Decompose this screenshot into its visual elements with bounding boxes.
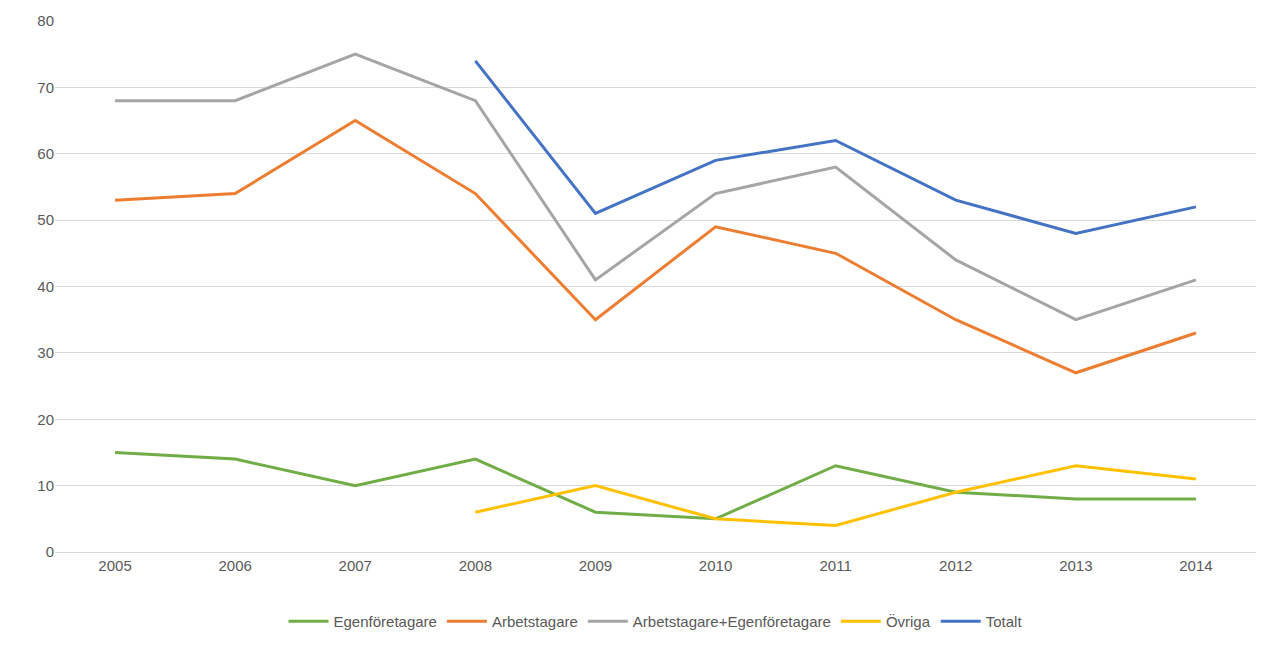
svg-text:2012: 2012 xyxy=(939,557,972,574)
svg-text:2009: 2009 xyxy=(579,557,612,574)
svg-text:2005: 2005 xyxy=(98,557,131,574)
svg-text:Övriga: Övriga xyxy=(886,613,931,630)
svg-text:2007: 2007 xyxy=(339,557,372,574)
svg-text:2014: 2014 xyxy=(1179,557,1212,574)
svg-text:2006: 2006 xyxy=(218,557,251,574)
svg-text:2013: 2013 xyxy=(1059,557,1092,574)
svg-text:Totalt: Totalt xyxy=(986,613,1023,630)
svg-text:10: 10 xyxy=(37,477,54,494)
svg-text:50: 50 xyxy=(37,211,54,228)
svg-text:60: 60 xyxy=(37,145,54,162)
svg-text:20: 20 xyxy=(37,411,54,428)
svg-text:30: 30 xyxy=(37,344,54,361)
svg-text:70: 70 xyxy=(37,79,54,96)
svg-text:80: 80 xyxy=(37,12,54,29)
svg-text:Arbetstagare: Arbetstagare xyxy=(492,613,578,630)
svg-text:Egenföretagare: Egenföretagare xyxy=(334,613,437,630)
svg-text:Arbetstagare+Egenföretagare: Arbetstagare+Egenföretagare xyxy=(633,613,831,630)
svg-text:2011: 2011 xyxy=(820,557,852,574)
svg-text:2010: 2010 xyxy=(699,557,732,574)
svg-text:2008: 2008 xyxy=(459,557,492,574)
svg-text:0: 0 xyxy=(46,543,54,560)
svg-text:40: 40 xyxy=(37,278,54,295)
